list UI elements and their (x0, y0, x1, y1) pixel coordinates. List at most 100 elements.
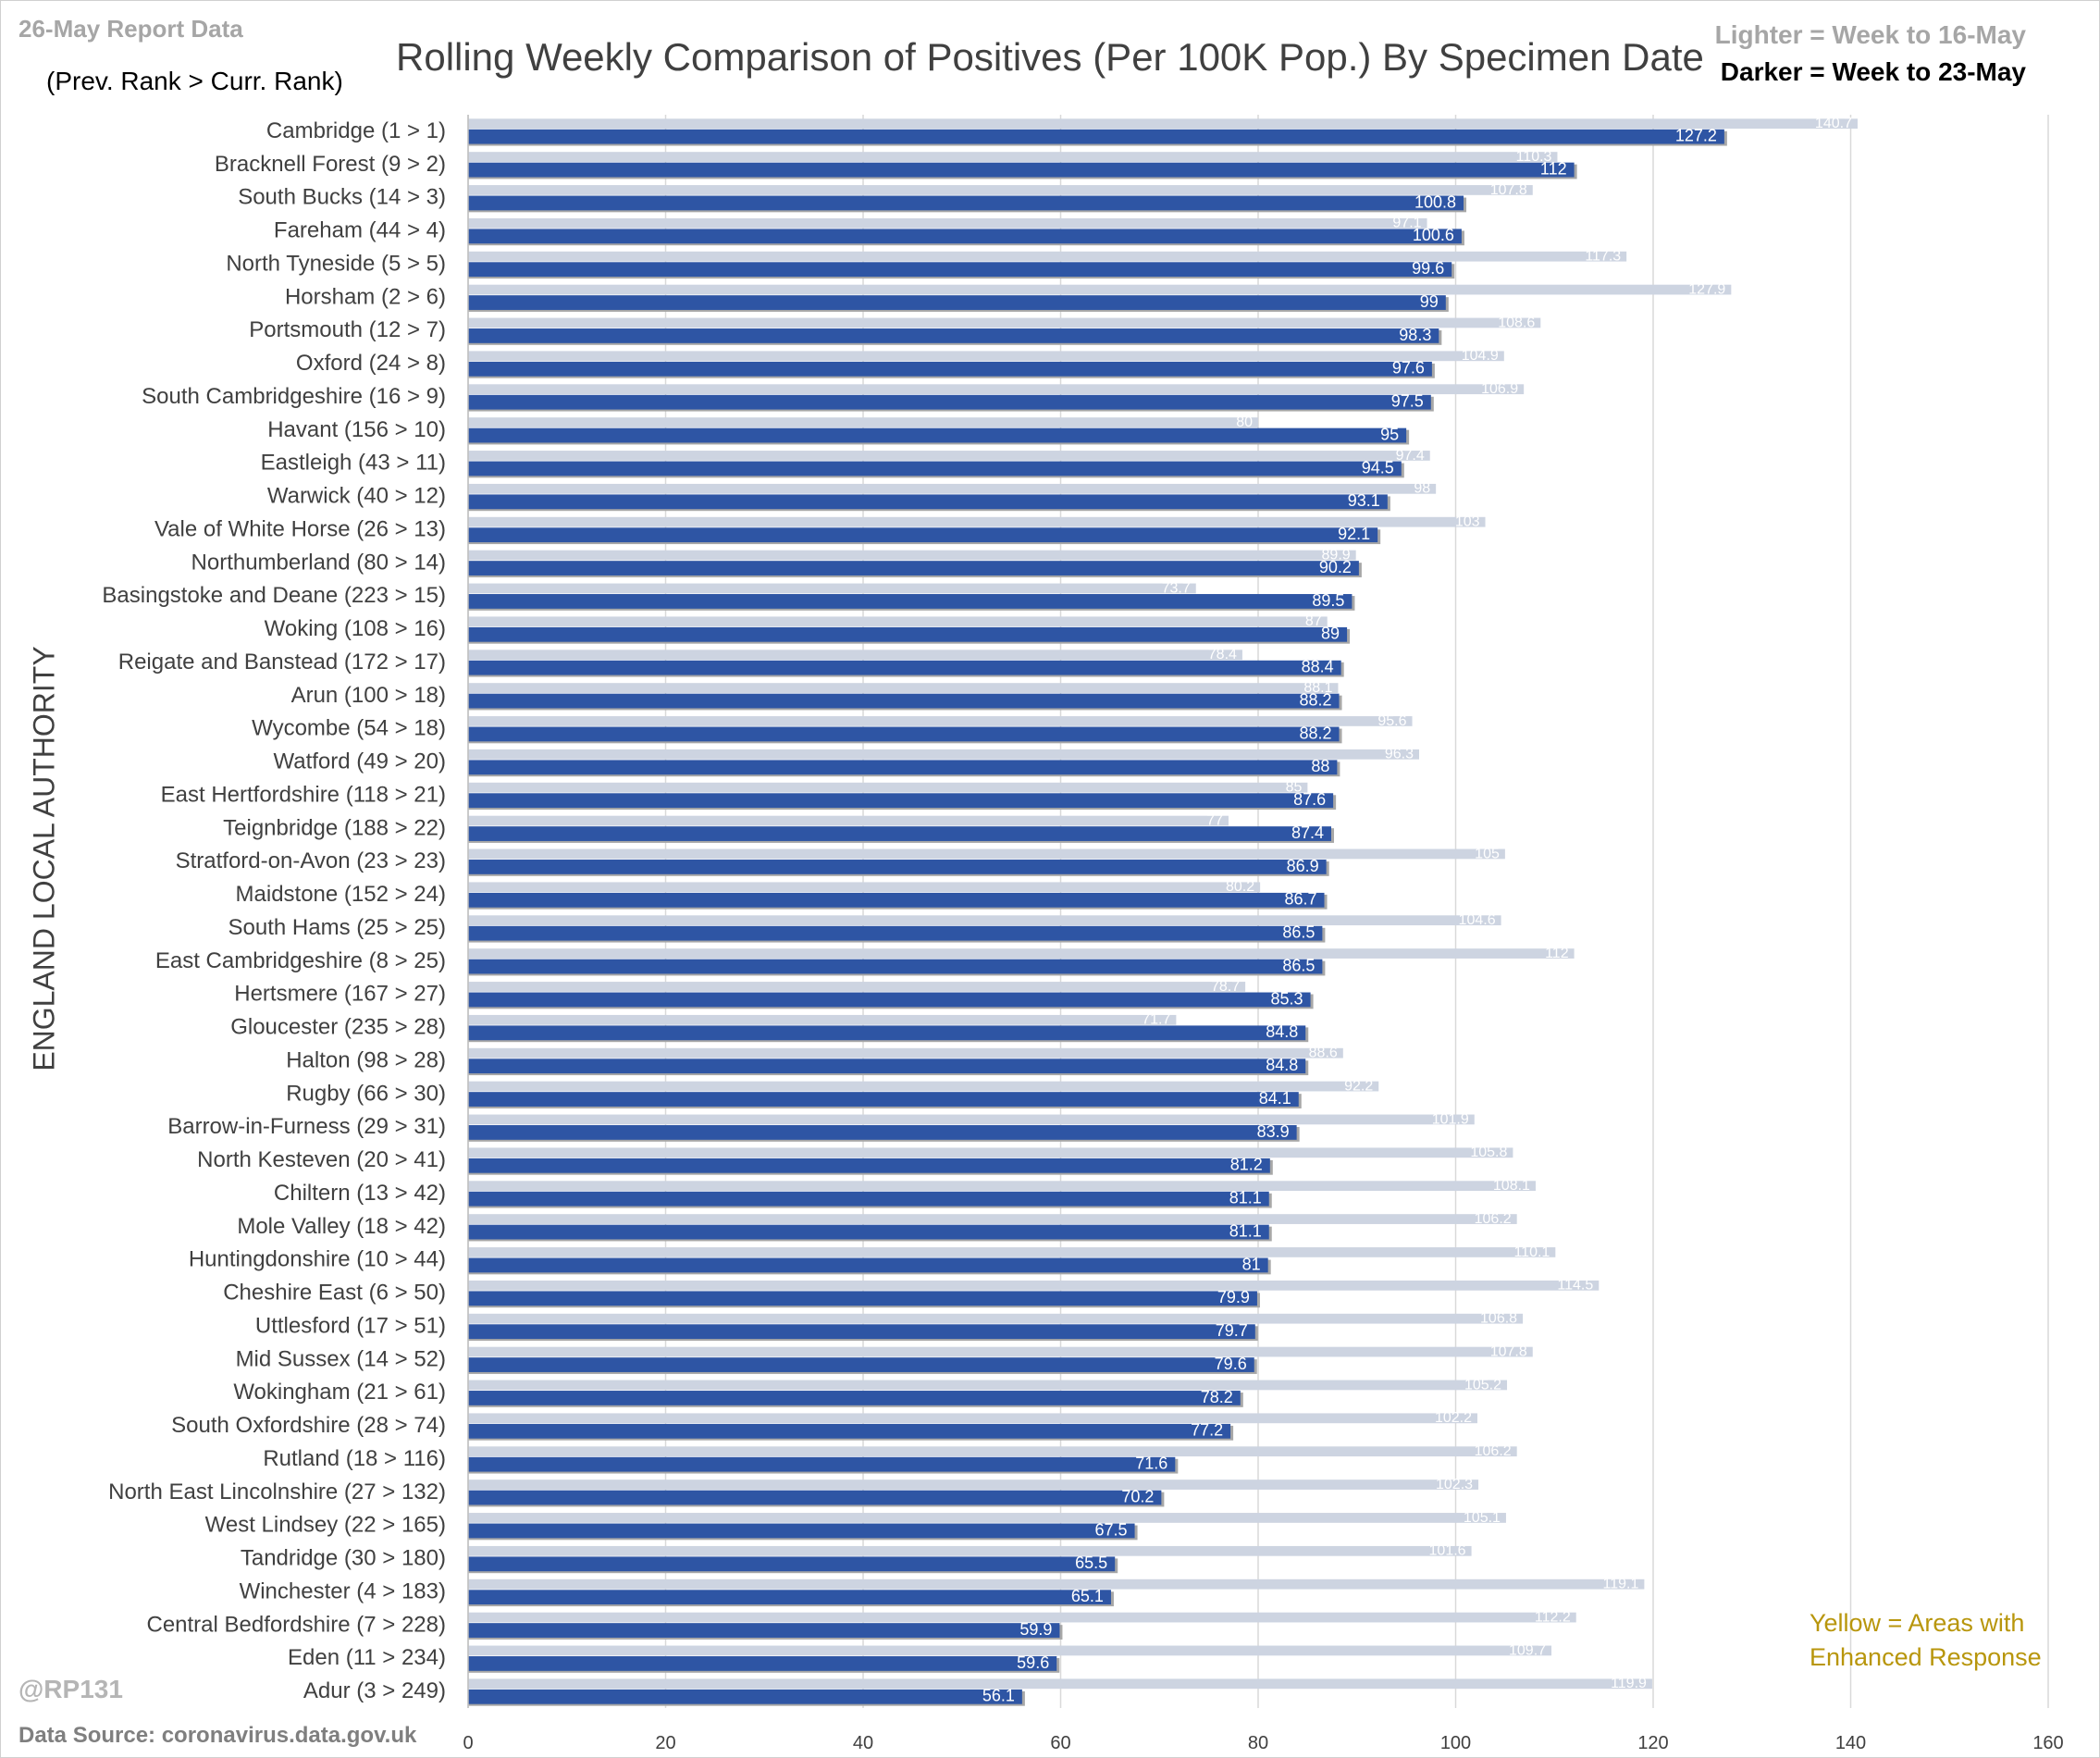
category-label: Uttlesford (17 > 51) (255, 1313, 446, 1338)
data-label-week-16-may: 112.2 (1535, 1609, 1571, 1625)
category-label: Eden (11 > 234) (288, 1645, 446, 1670)
data-label-week-16-may: 88.1 (1303, 680, 1332, 696)
bar-week-16-may (468, 882, 1261, 893)
rank-note: (Prev. Rank > Curr. Rank) (46, 67, 343, 95)
data-label-week-16-may: 108.1 (1493, 1178, 1530, 1194)
bar-week-23-may (468, 129, 1724, 144)
bar-week-16-may (468, 650, 1242, 661)
bar-week-23-may (468, 793, 1334, 809)
category-label: Teignbridge (188 > 22) (223, 815, 446, 840)
data-label-week-23-may: 59.9 (1019, 1620, 1052, 1639)
bar-week-16-may (468, 1645, 1552, 1656)
data-label-week-16-may: 87 (1305, 613, 1322, 629)
data-label-week-16-may: 97.1 (1392, 216, 1421, 231)
x-tick-label: 80 (1248, 1733, 1268, 1753)
bar-week-23-may (468, 427, 1407, 443)
category-label: South Hams (25 > 25) (229, 915, 446, 940)
data-label-week-23-may: 81.2 (1230, 1156, 1263, 1174)
category-label: Wycombe (54 > 18) (252, 716, 446, 741)
data-label-week-16-may: 98 (1414, 481, 1430, 497)
x-tick-label: 120 (1637, 1733, 1668, 1753)
bar-week-16-may (468, 152, 1558, 162)
category-label: Gloucester (235 > 28) (230, 1015, 446, 1040)
category-label: Huntingdonshire (10 > 44) (189, 1247, 446, 1272)
data-label-week-23-may: 70.2 (1121, 1487, 1154, 1505)
data-label-week-23-may: 95 (1380, 425, 1399, 443)
category-label: Warwick (40 > 12) (267, 484, 446, 509)
bar-week-23-may (468, 892, 1325, 908)
category-label: Central Bedfordshire (7 > 228) (146, 1612, 446, 1637)
x-tick-label: 140 (1835, 1733, 1866, 1753)
bar-week-16-may (468, 384, 1525, 395)
data-label-week-23-may: 79.9 (1217, 1288, 1250, 1306)
category-label: Hertsmere (167 > 27) (234, 982, 446, 1007)
category-label: North East Lincolnshire (27 > 132) (108, 1479, 446, 1504)
data-label-week-16-may: 112 (1545, 946, 1569, 961)
data-label-week-23-may: 56.1 (982, 1687, 1015, 1705)
x-tick-label: 20 (655, 1733, 675, 1753)
bar-week-23-may (468, 594, 1353, 609)
data-label-week-16-may: 89.9 (1322, 547, 1351, 563)
data-label-week-16-may: 106.8 (1480, 1311, 1517, 1327)
category-label: East Hertfordshire (118 > 21) (161, 782, 446, 807)
bar-week-16-may (468, 1247, 1556, 1257)
category-label: Vale of White Horse (26 > 13) (154, 516, 446, 541)
data-label-week-16-may: 104.6 (1459, 912, 1496, 928)
bar-week-16-may (468, 782, 1308, 793)
bar-week-16-may (468, 1214, 1517, 1224)
bar-week-16-may (468, 1047, 1343, 1059)
bar-week-23-may (468, 1456, 1176, 1472)
bar-week-23-may (468, 1689, 1022, 1704)
bar-week-23-may (468, 1590, 1111, 1605)
bar-week-23-may (468, 1025, 1306, 1041)
bar-week-23-may (468, 1191, 1269, 1207)
category-label: Maidstone (152 > 24) (236, 882, 446, 907)
data-label-week-16-may: 119.9 (1611, 1676, 1647, 1691)
bar-week-23-may (468, 660, 1341, 675)
data-source: Data Source: coronavirus.data.gov.uk (19, 1723, 417, 1748)
bar-week-16-may (468, 1181, 1536, 1192)
bar-week-23-may (468, 1158, 1270, 1173)
data-label-week-23-may: 127.2 (1675, 127, 1717, 145)
category-label: Northumberland (80 > 14) (191, 550, 446, 575)
bar-week-23-may (468, 195, 1464, 211)
report-date: 26-May Report Data (19, 15, 243, 43)
data-label-week-23-may: 77.2 (1191, 1421, 1223, 1440)
bar-week-23-may (468, 1490, 1162, 1505)
category-label: South Bucks (14 > 3) (238, 185, 446, 210)
category-label: Stratford-on-Avon (23 > 23) (176, 848, 446, 873)
category-label: Cambridge (1 > 1) (266, 118, 446, 143)
bar-week-16-may (468, 749, 1420, 760)
bar-week-23-may (468, 626, 1348, 642)
bar-week-23-may (468, 860, 1327, 874)
bar-week-16-may (468, 616, 1328, 627)
data-label-week-23-may: 85.3 (1271, 989, 1303, 1008)
category-label: Fareham (44 > 4) (274, 218, 446, 243)
x-tick-label: 160 (2032, 1733, 2063, 1753)
data-label-week-16-may: 106.9 (1481, 381, 1518, 397)
data-label-week-16-may: 105.1 (1464, 1510, 1501, 1526)
data-label-week-23-may: 67.5 (1095, 1520, 1128, 1539)
category-label: Horsham (2 > 6) (285, 284, 446, 309)
data-label-week-16-may: 103 (1455, 514, 1480, 530)
bar-week-16-may (468, 1678, 1652, 1690)
bar-week-16-may (468, 516, 1486, 527)
bar-week-16-may (468, 716, 1413, 726)
data-label-week-23-may: 86.5 (1282, 956, 1315, 974)
category-label: Cheshire East (6 > 50) (223, 1281, 446, 1306)
bar-week-16-may (468, 683, 1339, 693)
x-tick-label: 0 (463, 1733, 473, 1753)
data-label-week-16-may: 78.4 (1208, 647, 1237, 662)
category-label: Reigate and Banstead (172 > 17) (118, 650, 446, 675)
category-label: North Tyneside (5 > 5) (226, 251, 446, 276)
bar-week-16-may (468, 915, 1501, 926)
bar-week-16-may (468, 417, 1258, 427)
data-label-week-23-may: 86.5 (1282, 923, 1315, 942)
data-label-week-16-may: 105 (1475, 846, 1500, 861)
enhanced-response-note: Yellow = Areas with Enhanced Response (1810, 1609, 2042, 1671)
bar-week-16-may (468, 118, 1858, 130)
data-label-week-23-may: 84.8 (1266, 1022, 1298, 1041)
data-label-week-23-may: 98.3 (1399, 326, 1431, 344)
data-label-week-23-may: 71.6 (1135, 1455, 1167, 1473)
data-label-week-16-may: 101.6 (1429, 1543, 1466, 1559)
